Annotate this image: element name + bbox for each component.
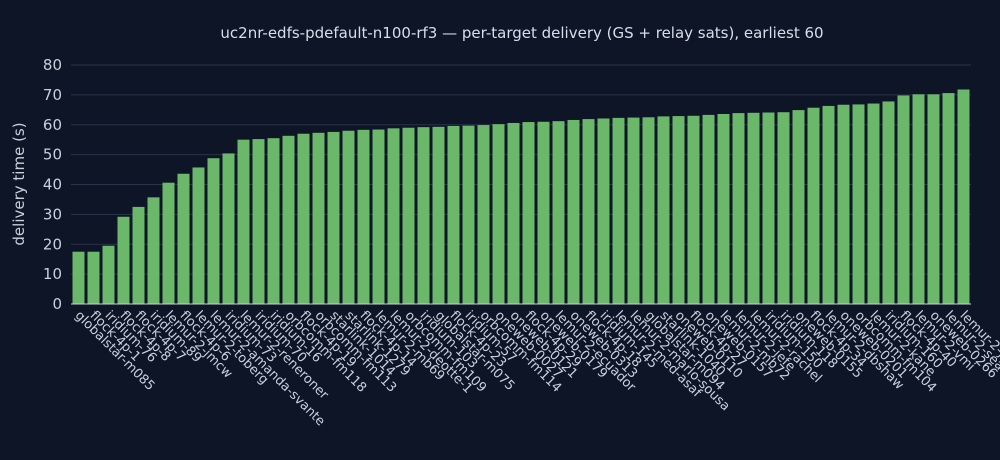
y-tick-label: 40 xyxy=(43,176,62,194)
bar: lemur-2-jmcw: 40.6 xyxy=(162,182,175,304)
bar: iridium-57: 59.7 xyxy=(462,125,475,305)
bar: flock-4p-14: 58.3 xyxy=(357,129,370,304)
bar: flock-4p-23: 59.6 xyxy=(447,125,460,304)
bar: flock-4p-19: 57 xyxy=(297,133,310,304)
bar: oneweb-0201: 66.7 xyxy=(837,104,850,304)
y-tick-label: 60 xyxy=(43,116,62,134)
bar: flock-4p-34: 65.7 xyxy=(807,107,820,304)
bar: flock-4p-27: 63 xyxy=(687,115,700,304)
x-tick-layer: globalstar-m085flock-4p-1iridium-76flock… xyxy=(72,308,1000,429)
bar: flock-4p-18: 61.9 xyxy=(582,119,595,304)
bar: oneweb-0155: 64.9 xyxy=(792,110,805,304)
y-axis-title: delivery time (s) xyxy=(10,122,28,245)
bar: iridium-73: 50.4 xyxy=(222,153,235,304)
bar: iridium-103: 59.2 xyxy=(417,127,430,304)
bar: orbcomm-fm113: 57.3 xyxy=(312,132,325,304)
bar: starlink-1040: 62.8 xyxy=(657,116,670,304)
bar: iridium-150: 64.1 xyxy=(762,112,775,304)
bar: lemur-2-reneroner: 55 xyxy=(237,139,250,304)
bar: lemur-2-dbshaw: 66.3 xyxy=(822,105,835,305)
bar: lemur-2-med-asaf: 62.3 xyxy=(612,117,625,304)
y-tick-layer: 0 10 20 30 40 50 60 70 80 xyxy=(43,56,62,313)
bar: iridium-70: 55.2 xyxy=(252,139,265,304)
bar: lemur-2-jefe: 63.9 xyxy=(732,113,745,304)
bar: iridium-118: 64.2 xyxy=(777,112,790,304)
bar: globalstar-m075: 59.3 xyxy=(432,126,445,304)
bar: flock-4p-29: 60.9 xyxy=(522,122,535,304)
y-tick-label: 50 xyxy=(43,146,62,164)
bar: oneweb-0313: 61.6 xyxy=(567,119,580,304)
bar: flock-4p-7: 32.5 xyxy=(132,206,145,304)
bar: lemur-2-rachel: 64 xyxy=(747,112,760,304)
bar: orbcomm-fm118: 56.3 xyxy=(282,135,295,304)
bar: oneweb-0121: 60.6 xyxy=(507,122,520,305)
bar: lemur-2-ecuador: 61.2 xyxy=(552,121,565,304)
bar: oneweb-0266: 70.2 xyxy=(927,94,940,304)
bar: oneweb-0110: 62.9 xyxy=(672,116,685,305)
bar: orbcomm-fm114: 59.9 xyxy=(477,125,490,304)
bar: lemur-2-kane: 67.1 xyxy=(867,103,880,304)
bar: globalstar-m085: 17.5 xyxy=(72,251,85,304)
bar: lemur-2-mb69: 58.4 xyxy=(372,129,385,304)
bar: orbcomm-fm104: 66.8 xyxy=(852,104,865,304)
y-tick-label: 10 xyxy=(43,265,62,283)
y-tick-label: 30 xyxy=(43,205,62,223)
bar: lemur-2-vmi: 70.2 xyxy=(912,94,925,304)
bar: flock-4p-40: 69.8 xyxy=(897,95,910,304)
bar: starlink-1014: 57.6 xyxy=(327,131,340,304)
grid-layer xyxy=(71,64,971,275)
bar: lemur-2-seab: 70.6 xyxy=(942,93,955,305)
bar: lemur-2-amanda-svante: 48.8 xyxy=(207,158,220,304)
bar: oneweb-0179: 61 xyxy=(537,121,550,304)
bar: oneweb-0157: 63.3 xyxy=(702,114,715,304)
chart-title: uc2nr-edfs-pdefault-n100-rf3 — per-targe… xyxy=(220,24,823,42)
bar: flock-4p-1: 17.5 xyxy=(87,251,100,304)
y-tick-label: 0 xyxy=(52,295,62,313)
bar: starlink-1279: 58 xyxy=(342,130,355,304)
y-tick-label: 20 xyxy=(43,235,62,253)
y-tick-label: 80 xyxy=(43,56,62,74)
bar: oneweb-0027: 60.2 xyxy=(492,124,505,304)
bar: iridium-89: 35.7 xyxy=(147,197,160,304)
bar: lemur-2-deotte-1: 58.8 xyxy=(387,128,400,304)
bar: lemur-2-joshua: 71.8 xyxy=(957,89,970,304)
bar: iridium-16: 55.5 xyxy=(267,138,280,304)
bar: flock-4p-8: 29.2 xyxy=(117,216,130,304)
bar: lemur-2-marlo-sousa: 62.4 xyxy=(627,117,640,304)
bar: iridium-76: 19.5 xyxy=(102,245,115,304)
bar: orbcomm-fm109: 59 xyxy=(402,127,415,304)
y-tick-label: 70 xyxy=(43,86,62,104)
bar: iridium-145: 62.1 xyxy=(597,118,610,304)
bar: lemur-2-toberg: 45.7 xyxy=(192,167,205,304)
bar: flock-4p-6: 43.6 xyxy=(177,173,190,304)
bar: globalstar-m094: 62.5 xyxy=(642,117,655,304)
bar: iridium-160: 67.8 xyxy=(882,101,895,304)
bar: lemur-2-mb72: 63.6 xyxy=(717,113,730,305)
